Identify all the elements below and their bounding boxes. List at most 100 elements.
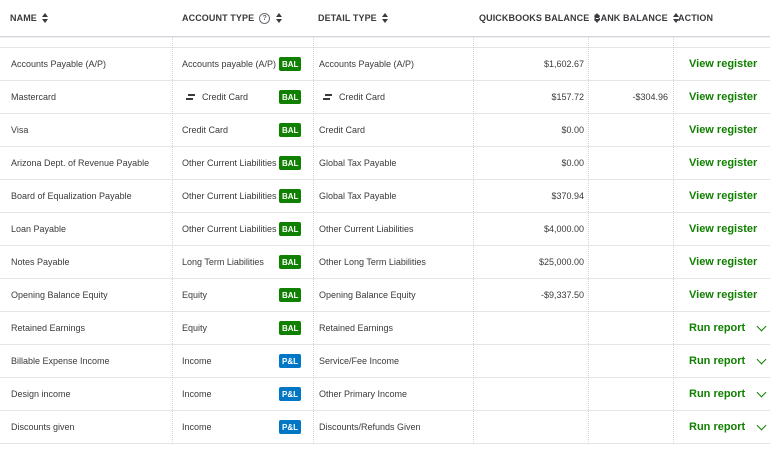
bank-balance-column-header[interactable]: BANK BALANCE: [594, 0, 679, 36]
table-row: Design income Income P&L Other Primary I…: [0, 378, 770, 411]
action-link[interactable]: Run report: [689, 322, 746, 334]
table-row: Visa Credit Card BAL Credit Card $0.00 V…: [0, 114, 770, 147]
help-icon[interactable]: ?: [259, 12, 271, 24]
balance-type-badge: BAL: [279, 57, 302, 71]
quickbooks-balance: $157.72: [551, 92, 584, 102]
balance-type-badge: BAL: [279, 123, 302, 137]
bank-balance: [589, 312, 668, 344]
table-row: Mastercard Credit Card BAL Credit Card $…: [0, 81, 770, 114]
account-name: Mastercard: [11, 92, 57, 102]
action-link[interactable]: Run report: [689, 421, 746, 433]
quickbooks-balance: [474, 378, 584, 410]
bank-connected-icon: [186, 93, 195, 101]
balance-type-badge: BAL: [279, 321, 302, 335]
action-link[interactable]: View register: [689, 91, 758, 103]
table-body: Accounts Payable (A/P) Accounts payable …: [0, 37, 770, 444]
detail-type: Accounts Payable (A/P): [319, 59, 415, 69]
action-link[interactable]: View register: [689, 124, 758, 136]
action-link[interactable]: Run report: [689, 388, 746, 400]
detail-type: Global Tax Payable: [319, 158, 397, 168]
balance-type-badge: BAL: [279, 222, 302, 236]
detail-type: Other Long Term Liabilities: [319, 257, 426, 267]
detail-type: Service/Fee Income: [319, 356, 400, 366]
account-type: Credit Card: [186, 81, 248, 113]
table-row: Loan Payable Other Current Liabilities B…: [0, 213, 770, 246]
action-link[interactable]: Run report: [689, 355, 746, 367]
table-row: Discounts given Income P&L Discounts/Ref…: [0, 411, 770, 444]
chart-of-accounts-table: NAME ACCOUNT TYPE ? DETAIL TYPE QUICKBOO…: [0, 0, 770, 444]
chevron-down-icon[interactable]: [756, 387, 767, 398]
account-type: Other Current Liabilities: [182, 158, 277, 168]
bank-balance: [589, 48, 668, 80]
balance-type-badge: BAL: [279, 255, 302, 269]
action-link[interactable]: View register: [689, 157, 758, 169]
action-link[interactable]: View register: [689, 289, 758, 301]
account-type: Equity: [182, 290, 208, 300]
balance-type-badge: BAL: [279, 288, 302, 302]
account-name: Visa: [11, 125, 29, 135]
bank-balance: [589, 180, 668, 212]
detail-type: Other Current Liabilities: [319, 224, 414, 234]
account-type: Other Current Liabilities: [182, 224, 277, 234]
table-row: Billable Expense Income Income P&L Servi…: [0, 345, 770, 378]
action-link[interactable]: View register: [689, 58, 758, 70]
quickbooks-balance: $370.94: [551, 191, 584, 201]
account-type: Credit Card: [182, 125, 229, 135]
bank-balance: [589, 411, 668, 443]
balance-type-badge: P&L: [279, 387, 301, 401]
balance-type-badge: BAL: [279, 90, 302, 104]
detail-type: Other Primary Income: [319, 389, 408, 399]
detail-type-column-header[interactable]: DETAIL TYPE: [318, 0, 388, 36]
chevron-down-icon[interactable]: [756, 420, 767, 431]
sort-icon[interactable]: [381, 13, 388, 23]
sort-icon[interactable]: [594, 13, 601, 23]
bank-balance: [589, 378, 668, 410]
table-header: NAME ACCOUNT TYPE ? DETAIL TYPE QUICKBOO…: [0, 0, 770, 37]
bank-balance: [589, 246, 668, 278]
table-row: Board of Equalization Payable Other Curr…: [0, 180, 770, 213]
table-row: Opening Balance Equity Equity BAL Openin…: [0, 279, 770, 312]
account-name: Arizona Dept. of Revenue Payable: [11, 158, 150, 168]
balance-type-badge: BAL: [279, 189, 302, 203]
account-name: Opening Balance Equity: [11, 290, 108, 300]
detail-type: Retained Earnings: [319, 323, 394, 333]
quickbooks-balance: [474, 411, 584, 443]
quickbooks-balance: $0.00: [561, 158, 584, 168]
quickbooks-balance: $1,602.67: [543, 59, 584, 69]
name-column-header[interactable]: NAME: [10, 0, 48, 36]
account-type: Long Term Liabilities: [182, 257, 264, 267]
bank-balance: [589, 114, 668, 146]
bank-connected-icon: [323, 93, 332, 101]
qb-balance-column-header[interactable]: QUICKBOOKS BALANCE: [479, 0, 601, 36]
table-row: Retained Earnings Equity BAL Retained Ea…: [0, 312, 770, 345]
bank-balance: -$304.96: [632, 92, 668, 102]
quickbooks-balance: -$9,337.50: [540, 290, 584, 300]
account-name: Accounts Payable (A/P): [11, 59, 107, 69]
quickbooks-balance: $4,000.00: [543, 224, 584, 234]
account-type: Other Current Liabilities: [182, 191, 277, 201]
sort-icon[interactable]: [276, 13, 283, 23]
action-link[interactable]: View register: [689, 223, 758, 235]
chevron-down-icon[interactable]: [756, 321, 767, 332]
account-type: Income: [182, 389, 212, 399]
account-type-column-header[interactable]: ACCOUNT TYPE ?: [182, 0, 283, 36]
quickbooks-balance: [474, 312, 584, 344]
account-name: Retained Earnings: [11, 323, 86, 333]
table-row: Accounts Payable (A/P) Accounts payable …: [0, 48, 770, 81]
balance-type-badge: P&L: [279, 354, 301, 368]
sort-icon[interactable]: [672, 13, 679, 23]
bank-balance: [589, 213, 668, 245]
account-type: Equity: [182, 323, 208, 333]
bank-balance: [589, 345, 668, 377]
bank-balance-header-label: BANK BALANCE: [594, 13, 668, 23]
sort-icon[interactable]: [41, 13, 48, 23]
detail-type: Credit Card: [323, 81, 385, 113]
action-link[interactable]: View register: [689, 256, 758, 268]
action-header-label: ACTION: [678, 13, 714, 23]
table-row: Notes Payable Long Term Liabilities BAL …: [0, 246, 770, 279]
detail-type: Global Tax Payable: [319, 191, 397, 201]
action-link[interactable]: View register: [689, 190, 758, 202]
chevron-down-icon[interactable]: [756, 354, 767, 365]
detail-type-header-label: DETAIL TYPE: [318, 13, 377, 23]
account-name: Design income: [11, 389, 71, 399]
